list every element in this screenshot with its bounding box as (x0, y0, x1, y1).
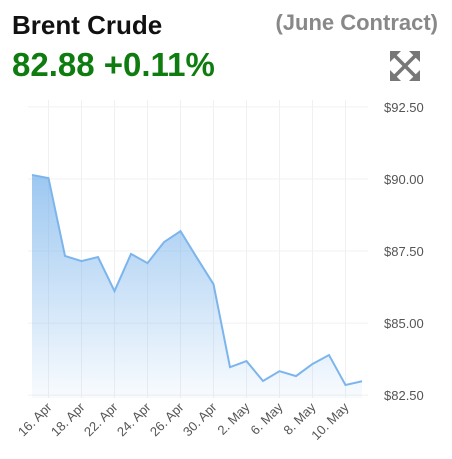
y-tick-label: $82.50 (384, 388, 424, 403)
x-tick-label: 22. Apr (81, 399, 121, 439)
y-tick-label: $92.50 (384, 100, 424, 115)
x-tick-label: 30. Apr (180, 399, 220, 439)
expand-icon[interactable] (390, 51, 420, 81)
price: 82.88 +0.11% (12, 46, 215, 83)
chart-title: Brent Crude (12, 10, 162, 40)
y-tick-label: $90.00 (384, 172, 424, 187)
x-tick-label: 16. Apr (15, 399, 55, 439)
x-tick-label: 24. Apr (114, 399, 154, 439)
line (31, 173, 363, 387)
x-tick-label: 10. May (308, 399, 352, 443)
price-value: 82.88 (12, 46, 95, 83)
y-tick-label: $87.50 (384, 244, 424, 259)
x-tick-label: 2. May (214, 399, 253, 438)
chart-subtitle: (June Contract) (275, 10, 438, 35)
price-change: +0.11% (104, 46, 215, 83)
x-tick-label: 6. May (247, 399, 286, 438)
x-tick-label: 26. Apr (147, 399, 187, 439)
y-tick-label: $85.00 (384, 316, 424, 331)
area-fill (32, 174, 362, 398)
x-tick-label: 18. Apr (48, 399, 88, 439)
